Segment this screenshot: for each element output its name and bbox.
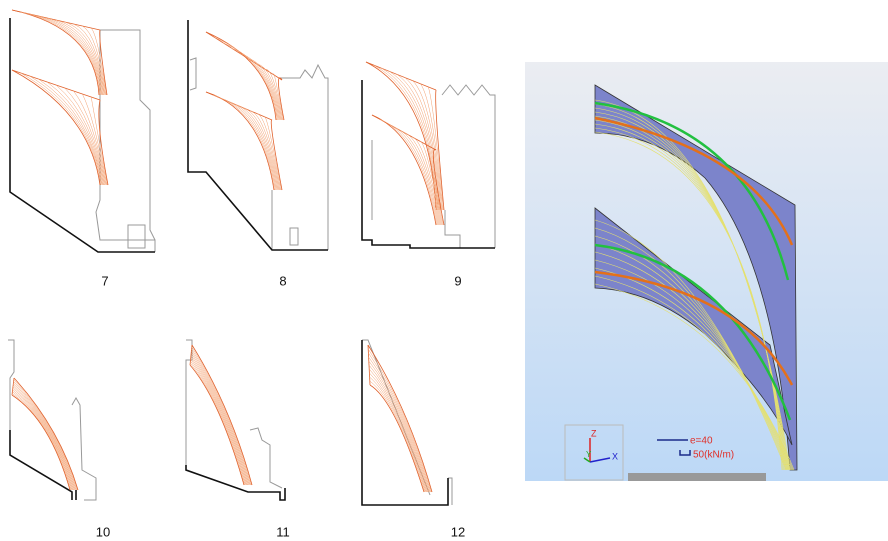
legend-text: 50(kN/m) bbox=[693, 450, 734, 461]
curve bbox=[370, 385, 424, 492]
axis-label: Y bbox=[586, 450, 592, 459]
curve bbox=[366, 62, 436, 210]
curve bbox=[13, 385, 75, 490]
curve bbox=[369, 365, 428, 492]
curve bbox=[12, 392, 71, 490]
curve bbox=[190, 361, 245, 485]
curve bbox=[38, 79, 102, 185]
figure-label: 9 bbox=[454, 273, 461, 288]
outline bbox=[10, 18, 155, 252]
curve bbox=[12, 70, 100, 185]
outline bbox=[10, 18, 155, 252]
figure-label: 8 bbox=[279, 273, 286, 288]
curve bbox=[369, 361, 429, 492]
figure-label: 7 bbox=[101, 273, 108, 288]
curve bbox=[12, 393, 71, 490]
force-lines bbox=[12, 10, 444, 492]
viewport bbox=[525, 62, 888, 481]
section-drawings bbox=[8, 18, 495, 505]
figure-label: 12 bbox=[451, 524, 465, 539]
curve bbox=[368, 353, 430, 492]
curve bbox=[191, 357, 247, 485]
curve bbox=[388, 124, 438, 225]
legend-text: e=40 bbox=[690, 436, 713, 447]
model-view: Z Y X e=40 50(kN/m) bbox=[525, 62, 888, 481]
curve bbox=[12, 10, 99, 95]
curve bbox=[190, 363, 245, 485]
curve bbox=[366, 62, 436, 90]
curve bbox=[191, 353, 249, 485]
curve bbox=[223, 43, 278, 120]
curve bbox=[12, 395, 70, 490]
status-bar bbox=[628, 473, 766, 481]
axis-label: X bbox=[612, 451, 618, 461]
outline bbox=[8, 340, 96, 500]
curve bbox=[47, 82, 103, 185]
curve bbox=[369, 369, 427, 492]
figure-label: 10 bbox=[96, 524, 110, 539]
figure: Z Y X e=40 50(kN/m) 7 8 9 10 11 12 bbox=[0, 0, 888, 541]
curve bbox=[191, 355, 248, 485]
curve bbox=[21, 73, 101, 185]
axis-label: Z bbox=[591, 428, 597, 438]
curve bbox=[190, 365, 244, 485]
curve bbox=[404, 133, 440, 226]
figure-label: 11 bbox=[276, 524, 290, 539]
curve bbox=[370, 377, 426, 492]
outline bbox=[186, 340, 282, 488]
